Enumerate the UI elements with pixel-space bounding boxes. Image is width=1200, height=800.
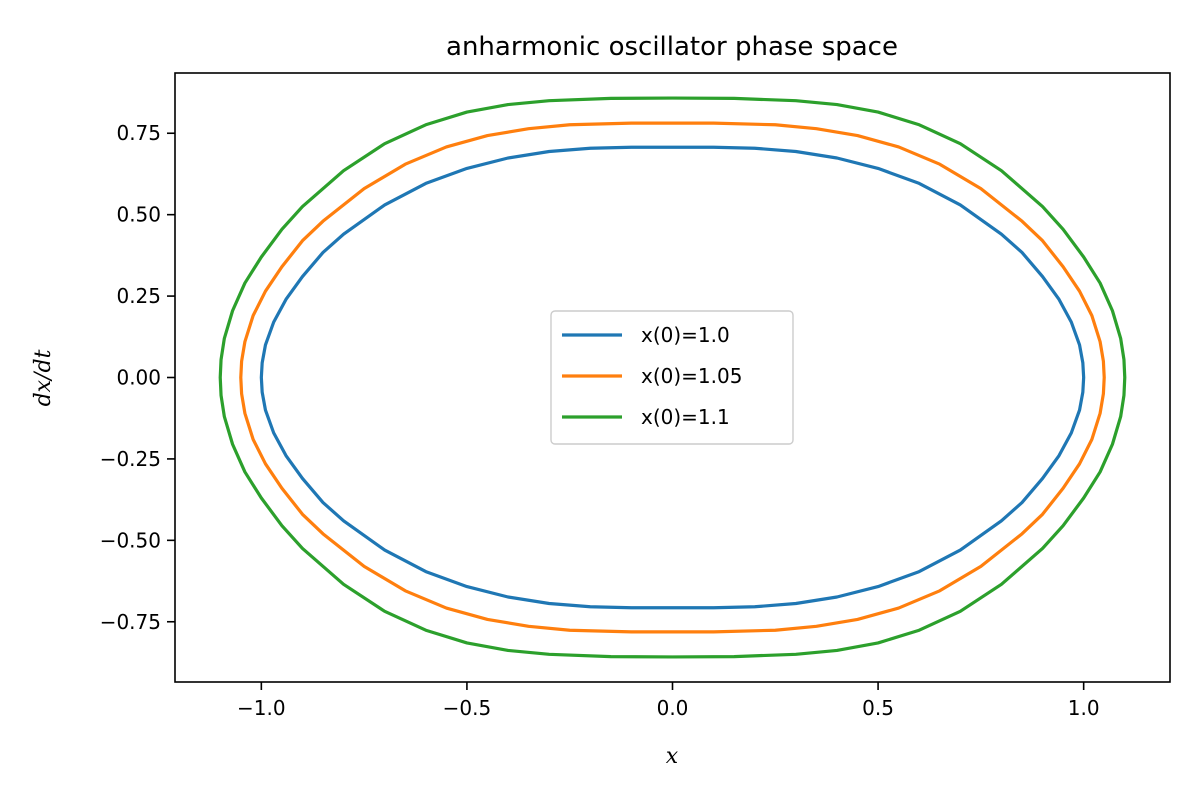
y-axis-label: dx/dt <box>31 349 56 406</box>
y-tick-label: 0.50 <box>116 203 161 227</box>
y-axis-ticks: −0.75 −0.50 −0.25 0.00 0.25 0.50 0.75 <box>100 121 175 634</box>
legend-label-3: x(0)=1.1 <box>641 405 730 429</box>
x-tick-label: 0.0 <box>657 696 689 720</box>
y-tick-label: −0.75 <box>100 610 161 634</box>
x-tick-label: −0.5 <box>443 696 492 720</box>
x-tick-label: −1.0 <box>237 696 286 720</box>
series-line-3 <box>218 96 1127 659</box>
x-axis-label: x <box>666 744 679 769</box>
series-line-2 <box>239 121 1106 634</box>
x-axis-ticks: −1.0 −0.5 0.0 0.5 1.0 <box>237 682 1100 720</box>
y-tick-label: 0.25 <box>116 284 161 308</box>
x-tick-label: 1.0 <box>1068 696 1100 720</box>
legend: x(0)=1.0 x(0)=1.05 x(0)=1.1 <box>550 310 794 445</box>
legend-entries: x(0)=1.0 x(0)=1.05 x(0)=1.1 <box>562 323 742 429</box>
y-tick-label: −0.50 <box>100 528 161 552</box>
y-tick-label: −0.25 <box>100 447 161 471</box>
y-tick-label: 0.75 <box>116 121 161 145</box>
legend-label-2: x(0)=1.05 <box>641 364 742 388</box>
legend-label-1: x(0)=1.0 <box>641 323 730 347</box>
chart-title: anharmonic oscillator phase space <box>446 32 898 62</box>
series-line-1 <box>259 145 1086 610</box>
x-tick-label: 0.5 <box>862 696 894 720</box>
legend-box <box>550 310 794 445</box>
series-layer <box>218 96 1127 659</box>
y-tick-label: 0.00 <box>116 366 161 390</box>
